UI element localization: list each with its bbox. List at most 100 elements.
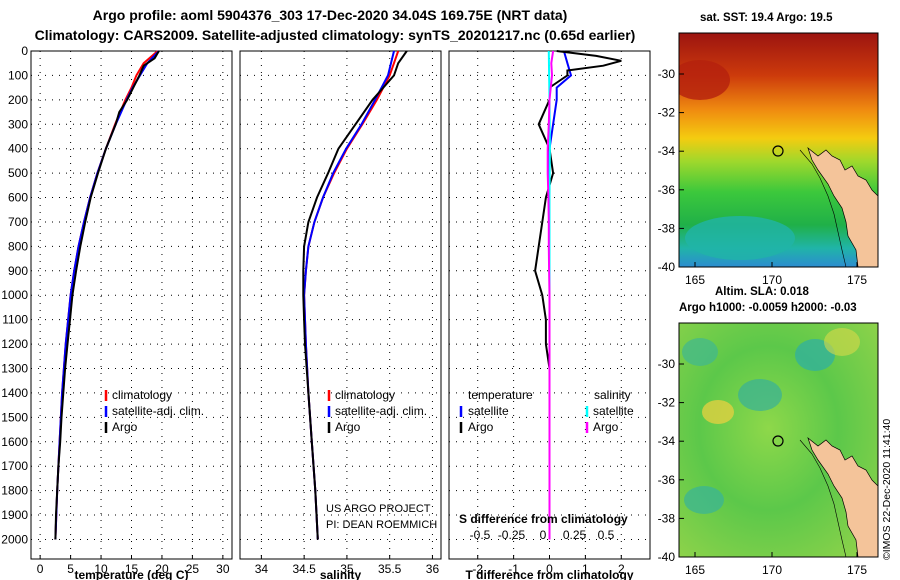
legend-t-satellite-label: satellite: [468, 404, 509, 418]
salinity-series-climatology: [303, 50, 400, 540]
depth-tick-label: 100: [8, 68, 28, 82]
depth-tick-label: 1000: [1, 288, 28, 302]
depth-tick-label: 1800: [1, 484, 28, 498]
legend-temperature-title: temperature: [468, 388, 533, 402]
salinity-legend: climatology satellite-adj. clim. Argo: [327, 388, 427, 434]
sla-argo-location-marker: [772, 435, 784, 447]
sst-lon-tick-label: 170: [762, 273, 782, 287]
salinity-panel-frame: [239, 50, 442, 560]
sst-map-frame: [678, 32, 879, 268]
legend-s-argo-label: Argo: [593, 420, 619, 434]
chart-title-line2: Climatology: CARS2009. Satellite-adjuste…: [34, 27, 636, 43]
sst-lat-tick-label: -34: [658, 144, 676, 158]
sla-map: 165 170 175 -30 -32 -34 -36 -38 -40: [658, 322, 879, 577]
legend-satellite-adj-label: satellite-adj. clim.: [335, 404, 427, 418]
depth-tick-label: 900: [8, 264, 28, 278]
difference-xtick-label: -2: [472, 562, 483, 576]
sst-lat-tick-label: -40: [658, 260, 676, 274]
sla-lon-tick-label: 165: [685, 563, 705, 577]
sla-land: [807, 436, 878, 557]
sst-lat-tick-label: -32: [658, 106, 676, 120]
depth-tick-label: 1100: [2, 313, 28, 327]
temperature-panel-frame: [30, 50, 233, 560]
sst-map: 165 170 175 -30 -32 -34 -36 -38 -40: [658, 32, 879, 287]
depth-tick-label: 1400: [1, 386, 28, 400]
legend-s-satellite-label: satellite: [593, 404, 634, 418]
difference-xtick-label: 1: [582, 562, 589, 576]
temperature-xtick-label: 25: [186, 562, 200, 576]
sla-lat-tick-label: -40: [658, 550, 676, 564]
sla-warm-eddy: [824, 328, 860, 356]
depth-tick-label: 1500: [1, 410, 28, 424]
sla-warm-eddy: [702, 400, 734, 424]
depth-tick-label: 0: [21, 44, 28, 58]
temperature-xtick-label: 15: [125, 562, 139, 576]
sst-lon-tick-label: 165: [685, 273, 705, 287]
s-difference-tick-label: 0.25: [563, 528, 587, 542]
salinity-xtick-label: 34: [255, 562, 269, 576]
sst-map-title: sat. SST: 19.4 Argo: 19.5: [700, 12, 833, 24]
depth-tick-label: 500: [8, 166, 28, 180]
depth-tick-label: 300: [8, 117, 28, 131]
difference-series-s-argo: [546, 50, 555, 540]
sst-lat-tick-label: -36: [658, 183, 676, 197]
depth-tick-label: 1300: [1, 362, 28, 376]
depth-tick-label: 600: [8, 191, 28, 205]
depth-tick-label: 400: [8, 142, 28, 156]
salinity-xtick-label: 35: [340, 562, 354, 576]
depth-tick-label: 2000: [1, 532, 28, 546]
sst-lat-tick-label: -30: [658, 67, 676, 81]
difference-legend: temperature satellite Argo salinity sate…: [459, 388, 634, 434]
sst-warm-patch: [679, 60, 730, 100]
sla-lat-tick-label: -34: [658, 434, 676, 448]
legend-satellite-adj-label: satellite-adj. clim.: [112, 404, 204, 418]
sla-lat-tick-label: -30: [658, 357, 676, 371]
depth-tick-label: 1700: [1, 459, 28, 473]
s-difference-tick-label: 0: [540, 528, 547, 542]
sla-map-frame: [678, 322, 879, 558]
sst-land: [807, 146, 878, 267]
sla-blue-eddy: [682, 338, 718, 366]
depth-tick-label: 200: [8, 93, 28, 107]
sla-lat-tick-label: -36: [658, 473, 676, 487]
sla-blue-eddy: [795, 339, 835, 371]
depth-tick-label: 1200: [1, 337, 28, 351]
sla-lon-tick-label: 170: [762, 563, 782, 577]
temperature-xtick-label: 20: [155, 562, 169, 576]
difference-series-t-satellite: [548, 50, 573, 540]
difference-xtick-label: -1: [508, 562, 519, 576]
temperature-axis-label: temperature (deg C): [74, 568, 188, 580]
temperature-xtick-label: 10: [94, 562, 108, 576]
legend-climatology-label: climatology: [112, 388, 172, 402]
legend-argo-label: Argo: [112, 420, 138, 434]
chart-title-line1: Argo profile: aoml 5904376_303 17-Dec-20…: [92, 7, 568, 23]
depth-tick-label: 1900: [1, 508, 28, 522]
sla-map-title-line1: Altim. SLA: 0.018: [715, 286, 809, 298]
sla-blue-eddy: [738, 379, 782, 411]
s-difference-axis-label: S difference from climatology: [459, 512, 628, 526]
credit-line1: US ARGO PROJECT: [326, 503, 431, 515]
temperature-legend: climatology satellite-adj. clim. Argo: [104, 388, 204, 434]
credit-line2: PI: DEAN ROEMMICH: [326, 519, 437, 531]
legend-climatology-label: climatology: [335, 388, 395, 402]
salinity-series-argo: [302, 50, 408, 540]
depth-tick-label: 1600: [1, 435, 28, 449]
salinity-xtick-label: 35.5: [378, 562, 402, 576]
sla-bathymetry-contour: [799, 439, 847, 557]
s-difference-tick-label: 0.5: [598, 528, 615, 542]
legend-argo-label: Argo: [335, 420, 361, 434]
salinity-xtick-label: 36: [426, 562, 440, 576]
sst-lon-tick-label: 175: [847, 273, 867, 287]
sst-argo-location-marker: [772, 145, 784, 157]
sla-map-title-line2: Argo h1000: -0.0059 h2000: -0.03: [679, 302, 857, 314]
difference-xtick-label: 0: [546, 562, 553, 576]
temperature-series-argo: [54, 50, 160, 540]
sla-blue-eddy: [684, 486, 724, 514]
temperature-xtick-label: 5: [67, 562, 74, 576]
sla-lat-tick-label: -32: [658, 396, 676, 410]
depth-tick-label: 700: [8, 215, 28, 229]
legend-salinity-title: salinity: [594, 388, 631, 402]
sla-lat-tick-label: -38: [658, 511, 676, 525]
imos-timestamp: ©IMOS 22-Dec-2020 11:41:40: [881, 418, 893, 560]
